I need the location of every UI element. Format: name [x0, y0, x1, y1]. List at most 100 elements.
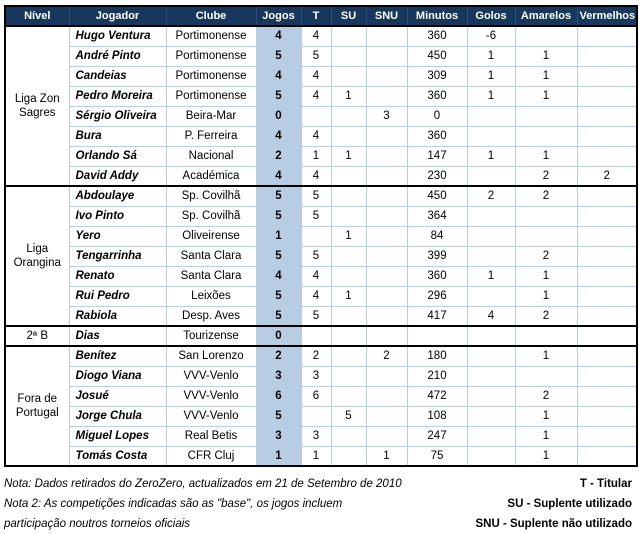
- table-row: Sérgio Oliveira Beira-Mar 0 3 0: [5, 105, 638, 127]
- player-name-cell: Yero: [68, 225, 167, 247]
- club-cell: Portimonense: [165, 65, 257, 87]
- player-name-cell: Dias: [68, 325, 167, 347]
- club-cell: Oliveirense: [165, 225, 257, 247]
- cell-minutos: 230: [406, 165, 468, 187]
- club-cell: Portimonense: [165, 45, 257, 67]
- cell-t: 3: [300, 425, 332, 447]
- club-cell: CFR Cluj: [165, 445, 257, 467]
- cell-snu: 3: [365, 105, 408, 127]
- column-header-golos: Golos: [466, 5, 516, 27]
- cell-amarelos: 2: [514, 165, 578, 187]
- table-row: Liga Orangina Abdoulaye Sp. Covilhã 5 5 450 2 2: [4, 185, 638, 327]
- cell-jogos: 4: [255, 65, 302, 87]
- cell-vermelhos: [576, 225, 638, 247]
- cell-su: [330, 185, 367, 207]
- cell-t: [300, 225, 332, 247]
- cell-jogos: 5: [255, 205, 302, 227]
- cell-vermelhos: [576, 445, 638, 467]
- cell-vermelhos: [576, 85, 638, 107]
- cell-snu: [365, 305, 408, 327]
- cell-t: 5: [300, 305, 332, 327]
- cell-golos: 4: [466, 305, 516, 327]
- cell-golos: [466, 385, 516, 407]
- column-header-nivel: Nível: [4, 5, 70, 27]
- club-cell: Santa Clara: [165, 265, 257, 287]
- club-cell: San Lorenzo: [165, 345, 257, 367]
- club-cell: Leixões: [165, 285, 257, 307]
- cell-su: [330, 65, 367, 87]
- table-row: Candeias Portimonense 4 4 309 1 1: [5, 65, 638, 87]
- column-header-jogos: Jogos: [255, 5, 302, 27]
- cell-minutos: 0: [406, 105, 468, 127]
- cell-t: 4: [300, 285, 332, 307]
- cell-su: [330, 105, 367, 127]
- stats-table: Nível Jogador Clube Jogos T SU SNU Minutos Golos…: [4, 5, 638, 467]
- cell-minutos: 75: [406, 445, 468, 467]
- club-cell: VVV-Venlo: [165, 405, 257, 427]
- player-name-cell: Rui Pedro: [68, 285, 167, 307]
- cell-su: [330, 125, 367, 147]
- cell-su: [330, 205, 367, 227]
- club-cell: VVV-Venlo: [165, 365, 257, 387]
- cell-jogos: 0: [255, 325, 302, 347]
- table-header: Nível Jogador Clube Jogos T SU SNU Minutos Golos…: [4, 5, 638, 27]
- cell-su: [330, 385, 367, 407]
- cell-minutos: 417: [406, 305, 468, 327]
- footer-row: participação noutros torneios oficiais S…: [4, 514, 636, 534]
- cell-golos: 1: [466, 85, 516, 107]
- table-row: Rui Pedro Leixões 5 4 1 296 1: [5, 285, 638, 307]
- footer-row: Nota 2: As competições indicadas são as …: [4, 494, 636, 514]
- cell-t: 4: [300, 165, 332, 187]
- level-group: Liga Zon Sagres Hugo Ventura Portimonense 4…: [4, 25, 638, 187]
- cell-su: 1: [330, 285, 367, 307]
- cell-snu: [365, 25, 408, 47]
- club-cell: Nacional: [165, 145, 257, 167]
- cell-jogos: 3: [255, 365, 302, 387]
- cell-snu: [365, 85, 408, 107]
- club-cell: VVV-Venlo: [165, 385, 257, 407]
- cell-amarelos: 2: [514, 245, 578, 267]
- table-row: Yero Oliveirense 1 1 84: [5, 225, 638, 247]
- cell-snu: [365, 145, 408, 167]
- cell-amarelos: [514, 205, 578, 227]
- player-name-cell: Tengarrinha: [68, 245, 167, 267]
- cell-su: [330, 345, 367, 367]
- cell-su: 1: [330, 145, 367, 167]
- cell-snu: [365, 265, 408, 287]
- cell-minutos: 364: [406, 205, 468, 227]
- cell-golos: 1: [466, 45, 516, 67]
- cell-minutos: 309: [406, 65, 468, 87]
- cell-amarelos: 1: [514, 85, 578, 107]
- cell-minutos: 360: [406, 125, 468, 147]
- cell-minutos: 450: [406, 45, 468, 67]
- cell-snu: [365, 65, 408, 87]
- cell-t: 4: [300, 85, 332, 107]
- club-cell: Tourizense: [165, 325, 257, 347]
- level-group: Fora de Portugal Benítez San Lorenzo 2 2 2 180…: [4, 345, 638, 467]
- cell-amarelos: 2: [514, 185, 578, 207]
- cell-jogos: 5: [255, 405, 302, 427]
- cell-amarelos: 1: [514, 45, 578, 67]
- player-name-cell: David Addy: [68, 165, 167, 187]
- cell-amarelos: [514, 25, 578, 47]
- cell-vermelhos: [576, 325, 638, 347]
- cell-t: 5: [300, 205, 332, 227]
- table-row: Pedro Moreira Portimonense 5 4 1 360 1 1: [5, 85, 638, 107]
- player-name-cell: Rabiola: [68, 305, 167, 327]
- cell-amarelos: 1: [514, 405, 578, 427]
- cell-snu: [365, 125, 408, 147]
- cell-minutos: [406, 325, 468, 347]
- level-cell: Fora de Portugal: [4, 345, 70, 467]
- cell-snu: 1: [365, 445, 408, 467]
- cell-jogos: 5: [255, 285, 302, 307]
- club-cell: Real Betis: [165, 425, 257, 447]
- table-row: Tengarrinha Santa Clara 5 5 399 2: [5, 245, 638, 267]
- cell-t: 5: [300, 185, 332, 207]
- table-row: André Pinto Portimonense 5 5 450 1 1: [5, 45, 638, 67]
- legend-suplente-utilizado: SU - Suplente utilizado: [507, 498, 632, 510]
- cell-t: 5: [300, 45, 332, 67]
- cell-su: 1: [330, 85, 367, 107]
- player-name-cell: Sérgio Oliveira: [68, 105, 167, 127]
- cell-amarelos: 2: [514, 305, 578, 327]
